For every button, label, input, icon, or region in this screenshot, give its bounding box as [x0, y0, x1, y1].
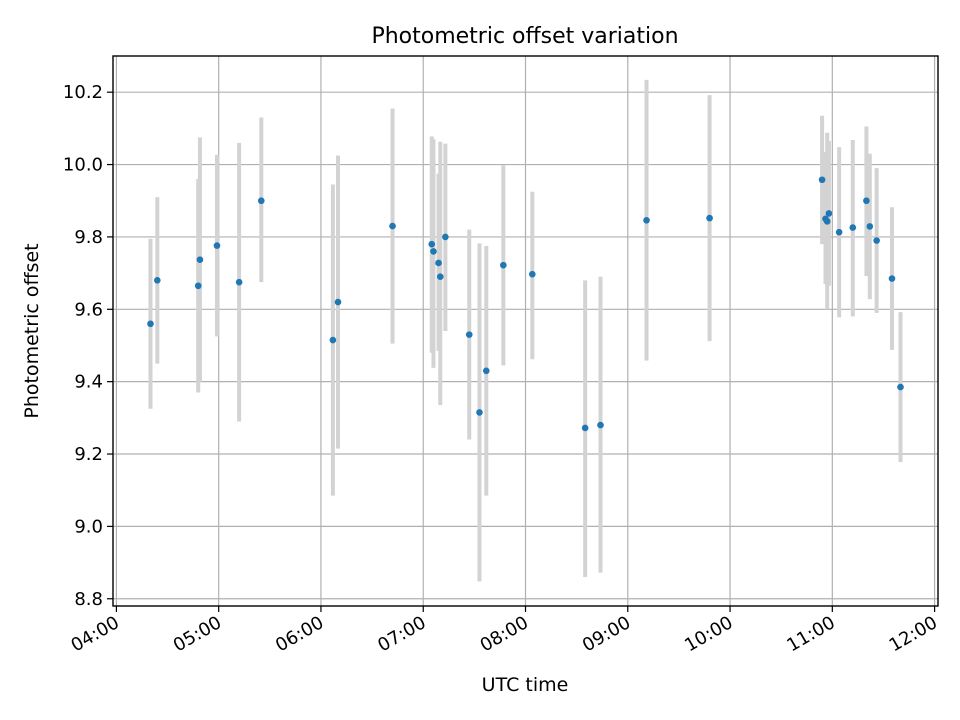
data-point — [435, 259, 442, 267]
data-point — [430, 248, 437, 255]
y-tick-label: 9.2 — [74, 444, 103, 465]
data-point — [329, 336, 337, 344]
y-tick-label: 9.4 — [74, 372, 103, 393]
data-point — [442, 233, 449, 241]
data-point — [428, 240, 436, 248]
data-point — [897, 383, 904, 391]
data-point — [196, 256, 204, 264]
data-point — [706, 214, 713, 222]
chart-title: Photometric offset variation — [371, 24, 678, 49]
data-point — [818, 176, 826, 184]
data-points — [147, 176, 904, 432]
data-point — [873, 237, 880, 244]
data-point — [257, 197, 265, 205]
data-point — [147, 320, 154, 328]
y-tick-label: 8.8 — [74, 589, 103, 610]
data-point — [482, 367, 490, 375]
grid-lines — [113, 56, 938, 606]
data-point — [643, 216, 650, 224]
data-point — [465, 331, 473, 338]
x-axis-label: UTC time — [482, 674, 569, 696]
data-point — [500, 261, 507, 269]
data-point — [436, 273, 444, 281]
data-point — [235, 278, 243, 286]
y-tick-label: 10.2 — [63, 82, 103, 103]
data-point — [334, 298, 342, 306]
data-point — [849, 224, 857, 231]
data-point — [529, 270, 536, 278]
y-tick-label: 9.6 — [74, 299, 103, 320]
data-point — [389, 222, 396, 230]
data-point — [863, 197, 870, 205]
data-point — [154, 277, 161, 284]
data-point — [835, 228, 843, 236]
y-axis-label: Photometric offset — [21, 243, 43, 418]
y-tick-label: 10.0 — [63, 155, 103, 176]
y-axis-ticks: 8.8 9.0 9.2 9.4 9.6 9.8 10.0 10.2 — [63, 82, 113, 610]
data-point — [213, 242, 221, 249]
data-point — [825, 210, 833, 217]
data-point — [823, 218, 831, 225]
data-point — [866, 223, 874, 230]
y-tick-label: 9.0 — [74, 516, 103, 537]
data-point — [581, 424, 589, 432]
data-point — [888, 275, 896, 282]
data-point — [194, 282, 202, 290]
data-point — [597, 421, 604, 429]
y-tick-label: 9.8 — [74, 227, 103, 248]
data-point — [476, 409, 483, 416]
